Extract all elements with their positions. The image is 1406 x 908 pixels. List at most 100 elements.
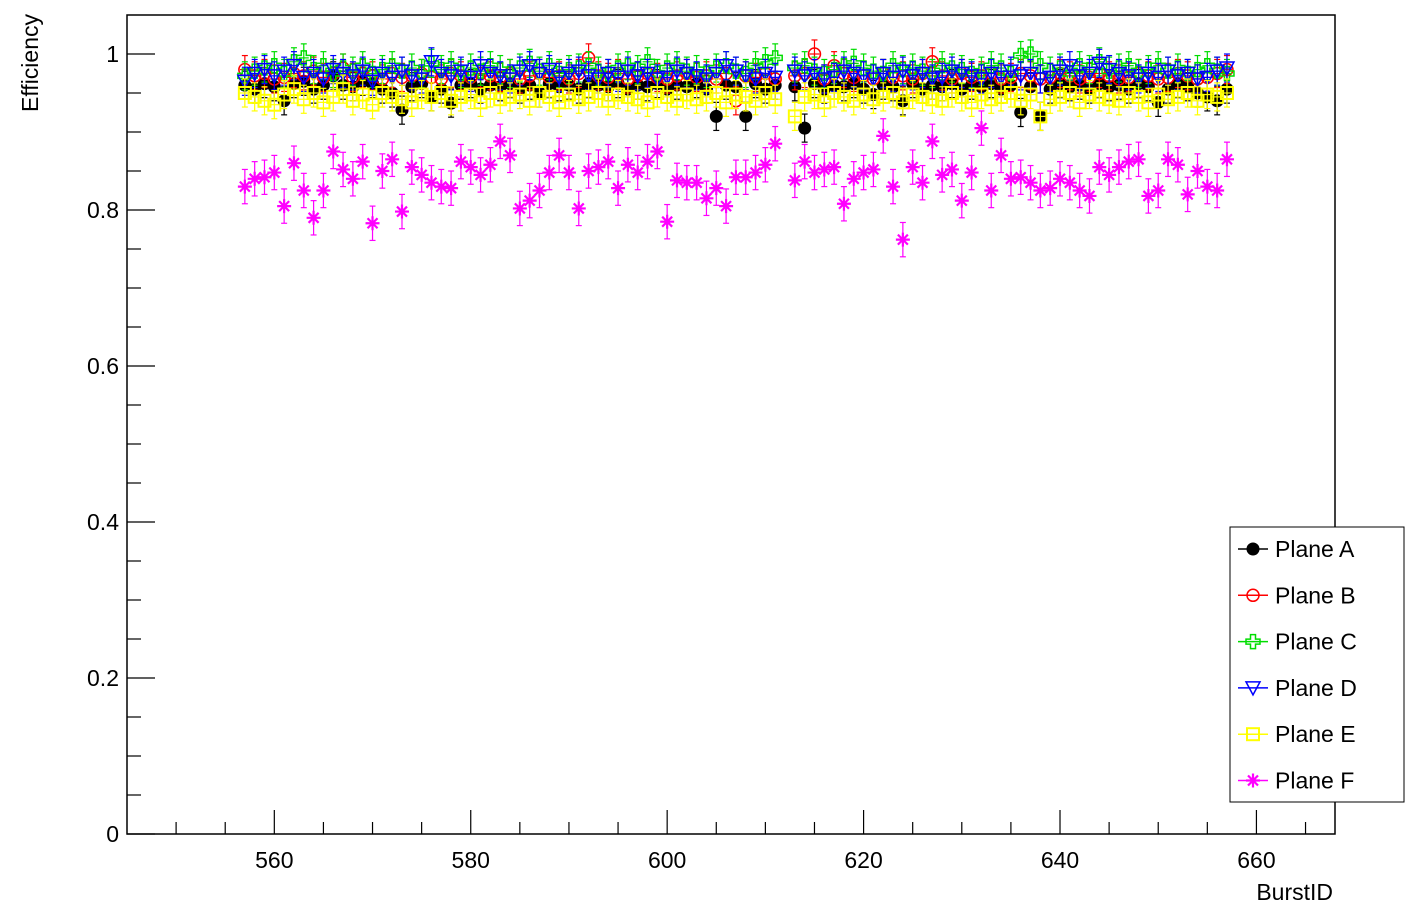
data-point xyxy=(1210,89,1225,104)
data-point xyxy=(660,89,675,104)
data-point xyxy=(660,214,675,229)
data-point xyxy=(354,64,371,80)
data-point xyxy=(1161,92,1176,107)
data-point xyxy=(1062,175,1077,190)
data-point xyxy=(552,148,567,163)
data-point xyxy=(1102,92,1117,107)
y-tick-label: 0.4 xyxy=(87,509,119,535)
data-point xyxy=(277,199,292,214)
data-point xyxy=(679,175,694,190)
data-point xyxy=(620,157,635,172)
data-point xyxy=(1081,66,1098,83)
data-point xyxy=(453,89,468,104)
data-point xyxy=(905,160,920,175)
data-point xyxy=(590,72,607,88)
data-point xyxy=(237,179,252,194)
data-point xyxy=(640,95,655,110)
legend-entry: Plane C xyxy=(1238,629,1357,655)
data-point xyxy=(257,93,272,108)
data-point xyxy=(825,70,843,86)
data-point xyxy=(473,167,488,182)
data-point xyxy=(650,144,665,159)
data-point xyxy=(1013,170,1028,185)
data-point xyxy=(768,92,783,107)
data-point xyxy=(285,58,303,75)
data-point xyxy=(532,183,547,198)
data-series-layer xyxy=(236,39,1236,258)
data-point xyxy=(816,72,833,88)
data-point xyxy=(709,109,723,123)
data-point xyxy=(876,89,891,104)
data-point xyxy=(503,148,518,163)
data-point xyxy=(767,50,783,66)
data-point xyxy=(394,92,409,107)
data-point xyxy=(886,86,901,100)
data-point xyxy=(1209,63,1225,79)
data-point xyxy=(365,97,380,112)
data-point xyxy=(1130,72,1147,88)
data-point xyxy=(856,87,871,102)
data-point xyxy=(482,66,499,83)
data-point xyxy=(678,66,696,83)
data-point xyxy=(336,82,351,97)
data-point xyxy=(856,165,871,180)
data-point xyxy=(295,70,313,86)
data-point xyxy=(766,70,784,86)
data-point xyxy=(649,72,666,88)
data-point xyxy=(385,152,400,167)
data-point xyxy=(1043,92,1058,107)
data-point xyxy=(522,93,537,108)
series-plane-f xyxy=(237,110,1234,258)
data-point xyxy=(768,136,783,151)
data-point xyxy=(1161,152,1176,167)
data-point xyxy=(503,89,518,104)
data-point xyxy=(550,70,568,86)
data-point xyxy=(668,64,686,80)
data-point xyxy=(541,62,558,79)
data-point xyxy=(601,154,616,169)
data-point xyxy=(1032,72,1049,88)
data-point xyxy=(1218,61,1236,77)
legend-marker xyxy=(1246,773,1260,788)
data-point xyxy=(984,183,999,198)
data-point xyxy=(846,171,861,186)
data-point xyxy=(375,164,390,178)
data-point xyxy=(552,95,567,110)
data-point xyxy=(522,193,537,208)
legend-label: Plane D xyxy=(1275,675,1357,701)
data-point xyxy=(748,165,763,180)
data-point xyxy=(472,58,489,75)
legend-label: Plane B xyxy=(1275,582,1356,608)
data-point xyxy=(738,170,753,185)
data-point xyxy=(708,66,725,83)
data-point xyxy=(866,162,881,177)
data-point xyxy=(1053,171,1068,186)
data-point xyxy=(787,173,802,188)
data-point xyxy=(247,171,262,186)
data-point xyxy=(611,181,626,196)
data-point xyxy=(237,86,252,100)
data-point xyxy=(876,128,891,143)
legend-marker xyxy=(1246,542,1260,556)
data-point xyxy=(855,69,872,85)
data-point xyxy=(326,144,341,159)
data-point xyxy=(580,69,597,85)
data-point xyxy=(924,72,941,88)
y-tick-label: 0.2 xyxy=(87,665,119,691)
data-point xyxy=(835,64,853,80)
data-point xyxy=(807,165,822,180)
data-point xyxy=(679,87,694,102)
data-point xyxy=(1023,175,1038,190)
data-point xyxy=(609,70,627,86)
data-point xyxy=(709,181,724,196)
data-point xyxy=(433,66,450,83)
y-tick-label: 1 xyxy=(106,41,119,67)
data-point xyxy=(855,60,872,76)
data-point xyxy=(739,109,753,123)
legend-entry: Plane F xyxy=(1238,768,1354,794)
data-point xyxy=(345,171,360,186)
data-point xyxy=(994,148,1009,163)
data-point xyxy=(236,74,254,90)
x-tick-label: 560 xyxy=(255,847,293,873)
legend-entry: Plane B xyxy=(1238,582,1356,608)
